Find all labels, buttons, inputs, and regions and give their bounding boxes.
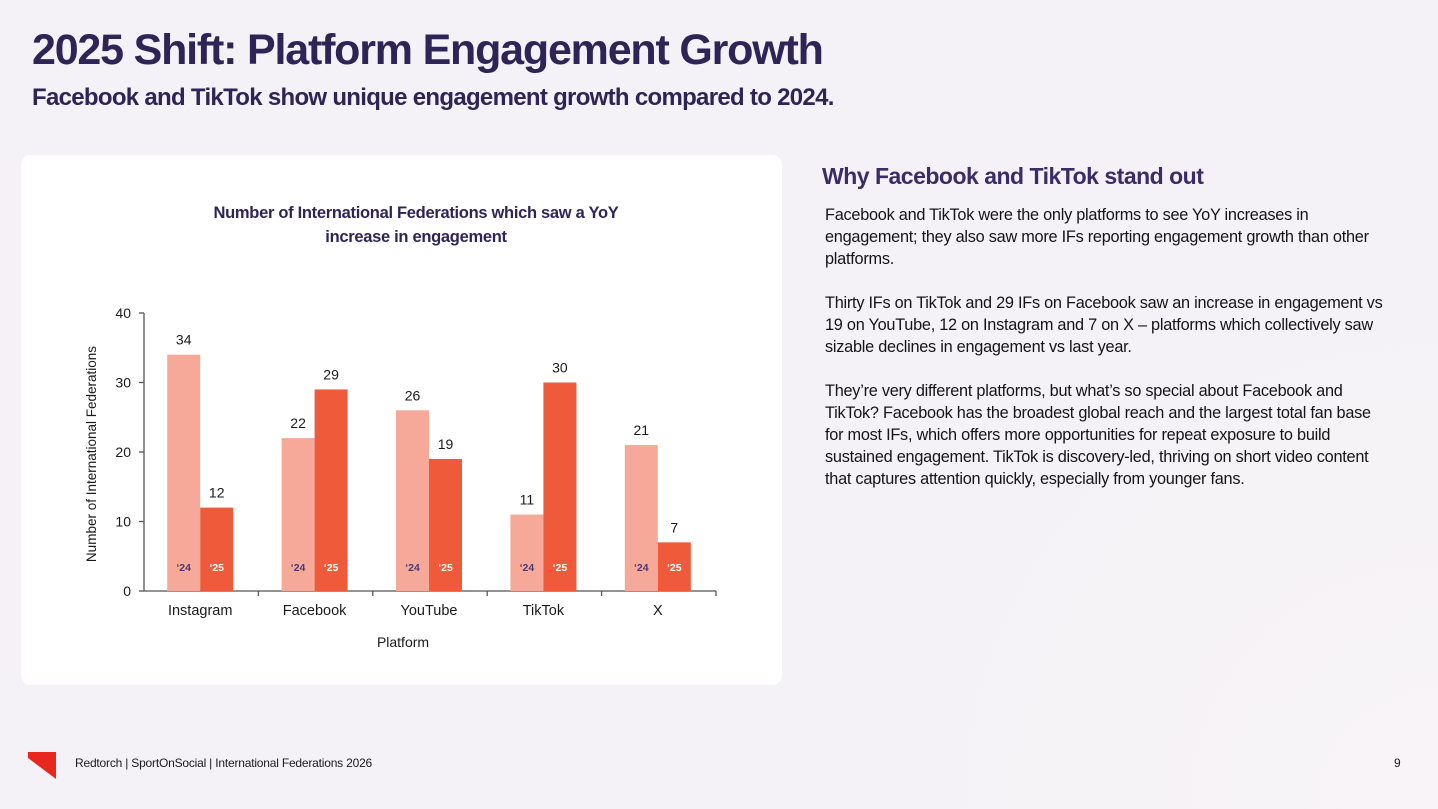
bar-value-label: 21 bbox=[634, 422, 650, 438]
bar-2024 bbox=[396, 410, 429, 591]
bar-2024 bbox=[167, 354, 201, 591]
bar-year-label: ‘24 bbox=[405, 562, 420, 574]
footer-text: Redtorch | SportOnSocial | International… bbox=[75, 756, 373, 770]
bar-year-label: ‘25 bbox=[553, 562, 568, 574]
x-tick-label: Facebook bbox=[283, 603, 347, 619]
x-tick-label: YouTube bbox=[401, 603, 458, 619]
bar-year-label: ‘24 bbox=[176, 562, 191, 574]
bar-value-label: 30 bbox=[552, 360, 568, 376]
side-heading: Why Facebook and TikTok stand out bbox=[822, 163, 1204, 189]
bar-value-label: 26 bbox=[405, 387, 421, 403]
page-title: 2025 Shift: Platform Engagement Growth bbox=[32, 26, 824, 74]
redtorch-logo-icon bbox=[28, 752, 56, 779]
bar-value-label: 7 bbox=[670, 519, 678, 535]
page-subtitle: Facebook and TikTok show unique engageme… bbox=[32, 84, 834, 111]
y-tick-label: 40 bbox=[115, 305, 131, 321]
chart-card: Number of International Federations whic… bbox=[21, 155, 782, 685]
side-paragraph: Facebook and TikTok were the only platfo… bbox=[825, 206, 1369, 268]
chart-title: Number of International Federations whic… bbox=[213, 204, 619, 246]
bar-2025 bbox=[200, 507, 234, 591]
y-tick-label: 30 bbox=[115, 375, 131, 391]
bar-2025 bbox=[314, 389, 348, 591]
bar-value-label: 11 bbox=[520, 492, 535, 508]
bar-value-label: 22 bbox=[290, 415, 306, 431]
bar-2024 bbox=[281, 438, 315, 591]
y-tick-label: 10 bbox=[115, 514, 131, 530]
side-paragraph: They’re very different platforms, but wh… bbox=[825, 382, 1371, 488]
bar-2024 bbox=[624, 445, 658, 591]
bar-2025 bbox=[543, 382, 577, 591]
x-tick-label: TikTok bbox=[523, 603, 565, 619]
bar-2024 bbox=[510, 514, 544, 591]
bar-value-label: 19 bbox=[438, 436, 454, 452]
page-number: 9 bbox=[1394, 756, 1401, 770]
bar-value-label: 12 bbox=[209, 485, 225, 501]
bar-value-label: 29 bbox=[323, 366, 339, 382]
bar-2025 bbox=[429, 458, 462, 591]
y-tick-label: 0 bbox=[123, 583, 131, 599]
bar-year-label: ‘25 bbox=[324, 562, 339, 574]
bar-year-label: ‘24 bbox=[520, 562, 535, 574]
bar-value-label: 34 bbox=[176, 332, 192, 348]
x-tick-label: Instagram bbox=[168, 603, 232, 619]
side-panel: Why Facebook and TikTok stand out Facebo… bbox=[822, 160, 1412, 512]
bar-year-label: ‘24 bbox=[291, 562, 306, 574]
side-paragraph: Thirty IFs on TikTok and 29 IFs on Faceb… bbox=[825, 294, 1383, 356]
bar-year-label: ‘25 bbox=[438, 562, 453, 574]
bar-year-label: ‘25 bbox=[209, 562, 224, 574]
y-tick-label: 20 bbox=[115, 444, 131, 460]
bar-2025 bbox=[657, 542, 691, 591]
y-axis-title: Number of International Federations bbox=[84, 346, 99, 562]
bar-year-label: ‘25 bbox=[667, 562, 682, 574]
bar-year-label: ‘24 bbox=[634, 562, 649, 574]
bar-chart: 0 10 20 30 40 Number of International Federat… bbox=[84, 305, 717, 650]
x-tick-label: X bbox=[653, 603, 663, 619]
x-axis-title: Platform bbox=[377, 634, 429, 650]
